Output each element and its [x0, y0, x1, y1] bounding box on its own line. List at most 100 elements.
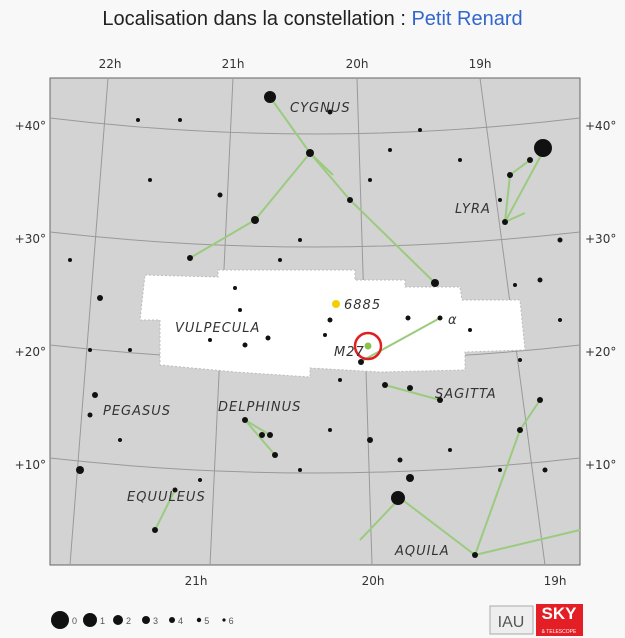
magnitude-dot: [51, 611, 69, 629]
dec-label: +20°: [15, 345, 46, 359]
star: [264, 91, 276, 103]
magnitude-label: 6: [229, 616, 234, 626]
star: [242, 417, 248, 423]
constellation-label: DELPHINUS: [218, 400, 301, 415]
star: [338, 378, 342, 382]
magnitude-label: 1: [100, 616, 105, 626]
star: [518, 358, 522, 362]
star: [431, 279, 439, 287]
star: [233, 286, 237, 290]
constellation-label: LYRA: [455, 202, 491, 217]
star: [172, 487, 178, 493]
constellation-lines: [154, 96, 581, 557]
star: [368, 178, 372, 182]
constellation-label: PEGASUS: [103, 404, 171, 419]
ngc-6885-icon: [332, 300, 340, 308]
star: [265, 335, 271, 341]
star: [87, 412, 93, 418]
star: [468, 328, 472, 332]
magnitude-label: 0: [72, 616, 77, 626]
constellation-label: EQUULEUS: [127, 490, 206, 505]
star: [148, 178, 152, 182]
stars: [68, 91, 563, 558]
star: [407, 385, 413, 391]
magnitude-dot: [142, 616, 150, 624]
star: [178, 118, 182, 122]
magnitude-dot: [169, 617, 175, 623]
star: [347, 197, 353, 203]
star: [152, 527, 158, 533]
star: [128, 348, 132, 352]
star: [537, 277, 543, 283]
m27-icon: [364, 342, 372, 350]
star: [97, 295, 103, 301]
magnitude-label: 2: [126, 616, 131, 626]
telescope-logo: & TELESCOPE: [542, 629, 577, 635]
star: [557, 237, 563, 243]
dec-label: +10°: [585, 458, 616, 472]
magnitude-dot: [196, 617, 202, 623]
star: [397, 457, 403, 463]
dec-label: +20°: [585, 345, 616, 359]
star: [517, 427, 523, 433]
ra-label: 20h: [362, 574, 385, 588]
star: [367, 437, 373, 443]
star: [278, 258, 282, 262]
ra-label: 21h: [185, 574, 208, 588]
ra-label: 19h: [544, 574, 567, 588]
star: [267, 432, 273, 438]
star: [238, 308, 242, 312]
constellation-link[interactable]: Petit Renard: [411, 8, 523, 30]
page-title: Localisation dans la constellation : Pet…: [0, 8, 625, 31]
star: [208, 338, 212, 342]
star: [542, 467, 548, 473]
star: [437, 315, 443, 321]
title-text: Localisation dans la constellation :: [102, 8, 412, 30]
star: [537, 397, 543, 403]
vulpecula-region: [139, 269, 526, 378]
sky-logo: SKY: [542, 604, 578, 623]
star: [306, 149, 314, 157]
dec-label: +30°: [585, 232, 616, 246]
magnitude-label: 4: [178, 616, 183, 626]
star: [92, 392, 98, 398]
star: [472, 552, 478, 558]
dec-label: +40°: [585, 119, 616, 133]
constellation-label: VULPECULA: [175, 321, 260, 336]
star: [118, 438, 122, 442]
star: [298, 468, 302, 472]
star: [328, 428, 332, 432]
star: [527, 157, 533, 163]
star: [448, 448, 452, 452]
star: [391, 491, 405, 505]
constellation-label: AQUILA: [394, 544, 450, 559]
star: [198, 478, 202, 482]
magnitude-legend: 0 1 2 3 4 5 6: [51, 611, 234, 629]
dec-label: +30°: [15, 232, 46, 246]
location-marker: [353, 331, 383, 361]
star: [259, 432, 265, 438]
ra-label: 19h: [469, 57, 492, 71]
dec-label: +10°: [15, 458, 46, 472]
star: [502, 219, 508, 225]
ra-label: 22h: [99, 57, 122, 71]
magnitude-label: 3: [153, 616, 158, 626]
star: [534, 139, 552, 157]
star: [388, 148, 392, 152]
iau-logo: IAU: [498, 614, 525, 631]
ngc-label: 6885: [344, 298, 381, 313]
star: [217, 192, 223, 198]
star: [406, 474, 414, 482]
star: [458, 158, 462, 162]
star: [358, 359, 364, 365]
magnitude-label: 5: [204, 616, 209, 626]
star: [513, 283, 517, 287]
star: [405, 315, 411, 321]
magnitude-dot: [83, 613, 97, 627]
star: [187, 255, 193, 261]
constellation-label: SAGITTA: [435, 387, 497, 402]
star: [68, 258, 72, 262]
constellation-label: CYGNUS: [290, 101, 351, 116]
star: [327, 317, 333, 323]
